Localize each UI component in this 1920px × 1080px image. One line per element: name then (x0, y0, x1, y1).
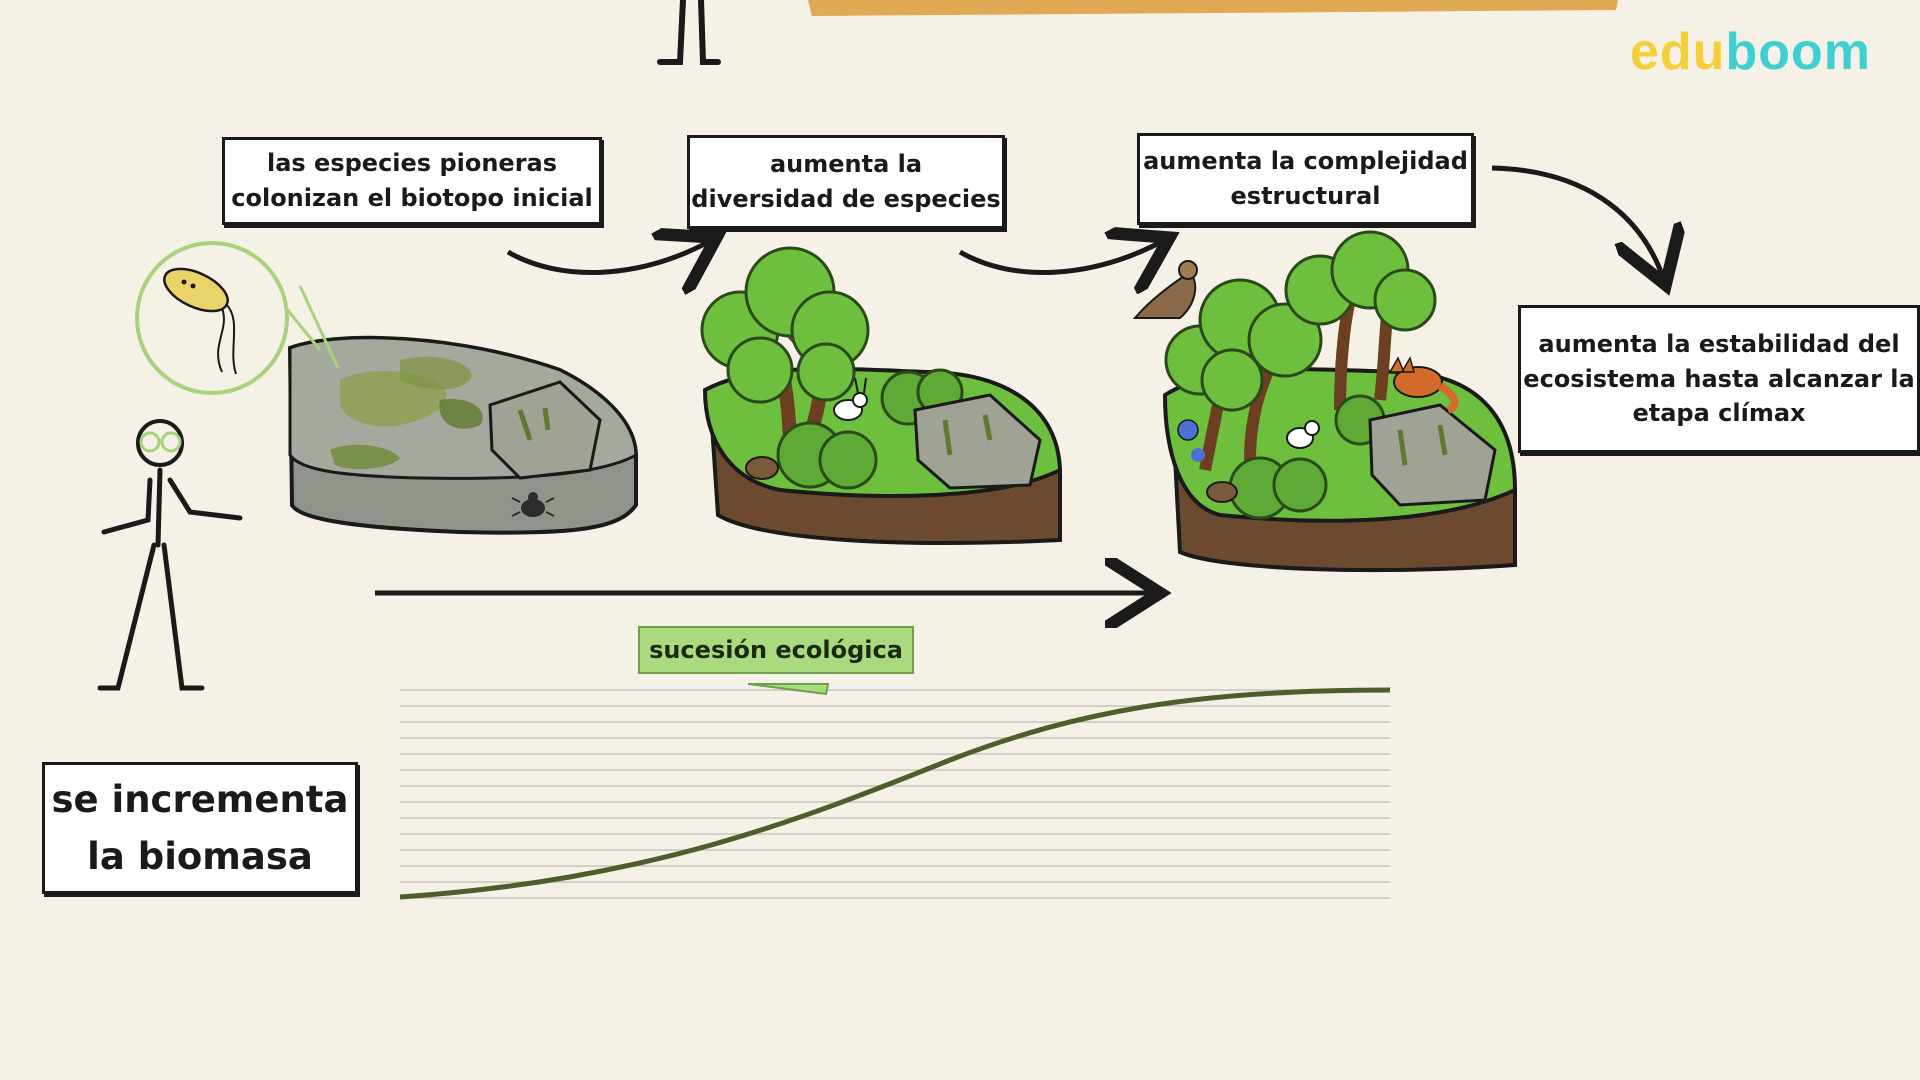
logo-part-boom: boom (1725, 23, 1871, 81)
stage2-pioneer-island (700, 246, 1063, 545)
biomass-text: se incrementa la biomasa (51, 777, 349, 878)
stick-figure-top-legs (657, 0, 721, 65)
arrow-stage3-to-climax (1491, 165, 1664, 280)
stage1-bare-rock (287, 335, 638, 535)
stage3-mature-island (1162, 230, 1518, 573)
climax-card: aumenta la estabilidad del ecosistema ha… (1518, 305, 1920, 453)
graph-grid (400, 689, 1390, 899)
fox-icon (1388, 356, 1459, 414)
biomass-curve (399, 687, 1391, 900)
climax-text: aumenta la estabilidad del ecosistema ha… (1523, 329, 1915, 428)
rabbit-icon (833, 377, 868, 421)
hedgehog-icon (745, 456, 779, 480)
eduboom-logo: eduboom (1630, 22, 1871, 82)
flower-icon (1177, 419, 1205, 462)
biomass-card: se incrementa la biomasa (42, 762, 358, 894)
stage1-card: las especies pioneras colonizan el bioto… (222, 137, 602, 225)
stage2-text: aumenta la diversidad de especies (691, 150, 1001, 213)
logo-part-edu: edu (1630, 23, 1726, 81)
hedgehog-icon-stage3 (1206, 481, 1238, 503)
magnifier-bacterium (135, 241, 340, 395)
succession-label: sucesión ecológica (638, 626, 914, 674)
hawk-icon (1132, 260, 1198, 319)
label-pointer (747, 683, 830, 696)
bacterium-icon (163, 267, 237, 375)
arrow-stage1-to-stage2 (506, 240, 712, 273)
arrow-stage2-to-stage3 (958, 240, 1165, 273)
beetle-icon (511, 492, 555, 517)
stage2-card: aumenta la diversidad de especies (687, 135, 1005, 229)
stage3-card: aumenta la complejidad estructural (1137, 133, 1474, 225)
stick-figure-icon (97, 419, 243, 691)
rabbit-icon-stage3 (1286, 420, 1320, 449)
top-banner-edge (808, 0, 1618, 16)
stage3-text: aumenta la complejidad estructural (1143, 147, 1468, 210)
stage1-text: las especies pioneras colonizan el bioto… (231, 149, 593, 212)
